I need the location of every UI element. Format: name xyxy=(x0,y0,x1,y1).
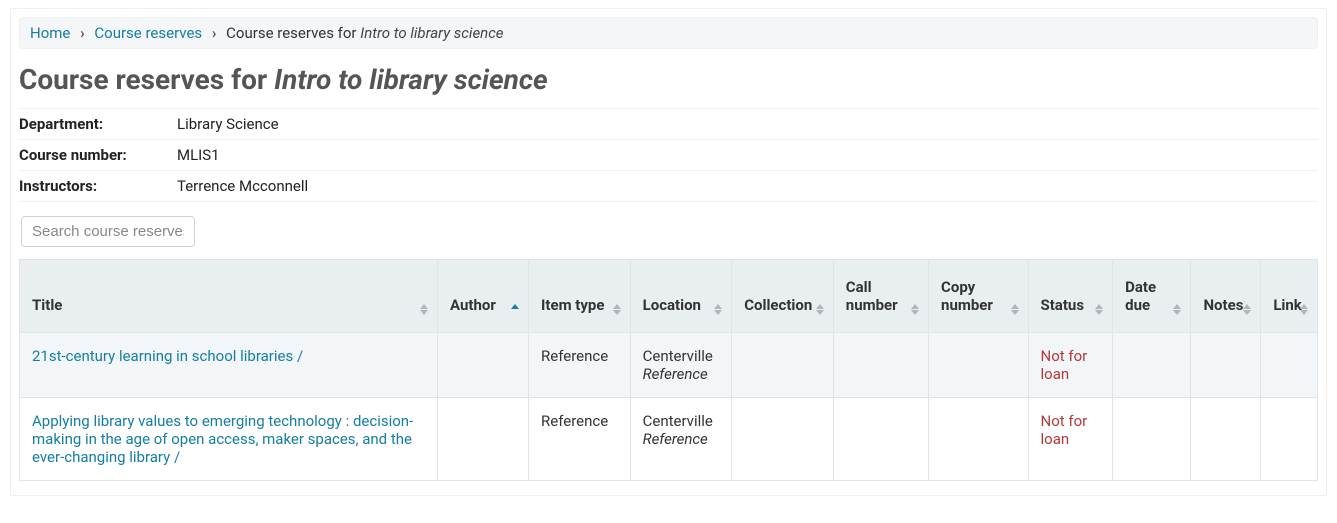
breadcrumb: Home › Course reserves › Course reserves… xyxy=(19,17,1318,49)
sort-icon xyxy=(910,303,920,316)
col-header-link[interactable]: Link xyxy=(1261,260,1318,333)
col-header-title-label: Title xyxy=(32,296,62,314)
breadcrumb-home-link[interactable]: Home xyxy=(30,24,70,42)
search-container xyxy=(21,216,1318,247)
col-header-call-number-label: Call number xyxy=(846,278,898,314)
col-header-location-label: Location xyxy=(643,296,701,314)
sort-icon xyxy=(1242,303,1252,316)
cell-author xyxy=(438,333,529,398)
status-badge: Not for loan xyxy=(1041,347,1088,383)
breadcrumb-reserves-link[interactable]: Course reserves xyxy=(94,24,202,42)
status-badge: Not for loan xyxy=(1041,412,1088,448)
sort-icon xyxy=(713,303,723,316)
sort-icon xyxy=(419,303,429,316)
search-input[interactable] xyxy=(21,216,195,247)
col-header-item-type-label: Item type xyxy=(541,296,604,314)
course-number-value: MLIS1 xyxy=(177,140,1318,171)
col-header-notes-label: Notes xyxy=(1203,296,1243,314)
location-name: Centerville xyxy=(643,412,713,430)
breadcrumb-current-prefix: Course reserves for xyxy=(226,24,360,42)
col-header-status[interactable]: Status xyxy=(1028,260,1113,333)
col-header-location[interactable]: Location xyxy=(630,260,732,333)
col-header-collection-label: Collection xyxy=(744,296,812,314)
sort-icon xyxy=(1172,303,1182,316)
detail-row-course-number: Course number: MLIS1 xyxy=(19,140,1318,171)
cell-status: Not for loan xyxy=(1028,333,1113,398)
instructors-label: Instructors: xyxy=(19,171,177,202)
breadcrumb-current-course: Intro to library science xyxy=(360,24,503,42)
cell-copy-number xyxy=(929,333,1028,398)
sort-icon xyxy=(612,303,622,316)
cell-author xyxy=(438,398,529,481)
cell-notes xyxy=(1191,333,1261,398)
cell-copy-number xyxy=(929,398,1028,481)
cell-call-number xyxy=(833,398,928,481)
sort-icon xyxy=(1094,303,1104,316)
page-container: Home › Course reserves › Course reserves… xyxy=(10,8,1327,496)
location-sub: Reference xyxy=(643,365,720,383)
sort-icon xyxy=(1299,303,1309,316)
instructors-value: Terrence Mcconnell xyxy=(177,171,1318,202)
col-header-notes[interactable]: Notes xyxy=(1191,260,1261,333)
detail-row-department: Department: Library Science xyxy=(19,109,1318,140)
cell-item-type: Reference xyxy=(529,333,631,398)
col-header-date-due-label: Date due xyxy=(1125,278,1156,314)
cell-date-due xyxy=(1113,398,1191,481)
detail-row-instructors: Instructors: Terrence Mcconnell xyxy=(19,171,1318,202)
item-title-link[interactable]: Applying library values to emerging tech… xyxy=(32,412,413,466)
cell-collection xyxy=(732,398,834,481)
cell-call-number xyxy=(833,333,928,398)
col-header-author-label: Author xyxy=(450,296,496,314)
cell-date-due xyxy=(1113,333,1191,398)
col-header-copy-number[interactable]: Copy number xyxy=(929,260,1028,333)
col-header-title[interactable]: Title xyxy=(20,260,438,333)
col-header-copy-number-label: Copy number xyxy=(941,278,993,314)
sort-icon xyxy=(1010,303,1020,316)
reserves-table: Title Author Item type Location Collecti… xyxy=(19,259,1318,481)
col-header-status-label: Status xyxy=(1041,296,1085,314)
cell-item-type: Reference xyxy=(529,398,631,481)
col-header-item-type[interactable]: Item type xyxy=(529,260,631,333)
page-title-course: Intro to library science xyxy=(274,63,548,96)
department-value: Library Science xyxy=(177,109,1318,140)
item-title-link[interactable]: 21st-century learning in school librarie… xyxy=(32,347,303,365)
cell-notes xyxy=(1191,398,1261,481)
cell-collection xyxy=(732,333,834,398)
cell-location: Centerville Reference xyxy=(630,398,732,481)
table-row: 21st-century learning in school librarie… xyxy=(20,333,1318,398)
col-header-call-number[interactable]: Call number xyxy=(833,260,928,333)
page-title: Course reserves for Intro to library sci… xyxy=(19,63,1318,96)
department-label: Department: xyxy=(19,109,177,140)
table-header-row: Title Author Item type Location Collecti… xyxy=(20,260,1318,333)
course-number-label: Course number: xyxy=(19,140,177,171)
course-details-table: Department: Library Science Course numbe… xyxy=(19,108,1318,202)
breadcrumb-current: Course reserves for Intro to library sci… xyxy=(226,24,503,42)
cell-status: Not for loan xyxy=(1028,398,1113,481)
page-title-prefix: Course reserves for xyxy=(19,63,274,96)
location-sub: Reference xyxy=(643,430,720,448)
sort-icon xyxy=(815,303,825,316)
cell-location: Centerville Reference xyxy=(630,333,732,398)
cell-link xyxy=(1261,333,1318,398)
col-header-author[interactable]: Author xyxy=(438,260,529,333)
col-header-link-label: Link xyxy=(1273,296,1302,314)
chevron-right-icon: › xyxy=(74,24,91,42)
location-name: Centerville xyxy=(643,347,713,365)
col-header-date-due[interactable]: Date due xyxy=(1113,260,1191,333)
col-header-collection[interactable]: Collection xyxy=(732,260,834,333)
table-row: Applying library values to emerging tech… xyxy=(20,398,1318,481)
chevron-right-icon: › xyxy=(206,24,223,42)
sort-asc-icon xyxy=(510,303,520,316)
cell-link xyxy=(1261,398,1318,481)
